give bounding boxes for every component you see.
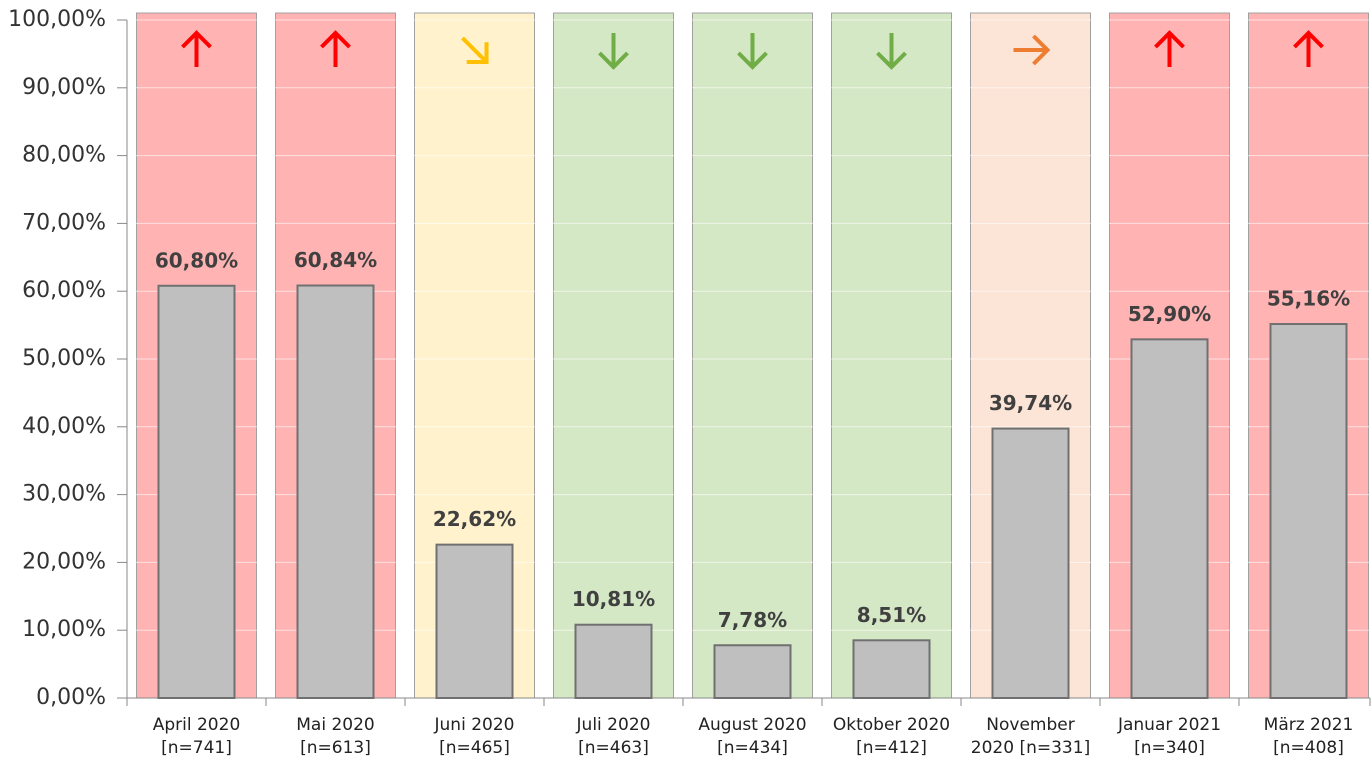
x-tick-label: [n=465] (439, 738, 510, 758)
x-tick-label: [n=613] (300, 738, 371, 758)
value-label: 39,74% (989, 391, 1072, 415)
trend-arrow (598, 33, 629, 70)
x-tick-label: November (986, 715, 1074, 735)
trend-arrow (737, 33, 768, 70)
y-tick-label: 80,00% (22, 143, 106, 168)
value-label: 7,78% (718, 608, 787, 632)
y-tick-label: 70,00% (22, 210, 106, 235)
x-tick-label: 2020 [n=331] (971, 738, 1090, 758)
bar (296, 284, 375, 699)
y-tick-label: 60,00% (22, 278, 106, 303)
bar (852, 639, 931, 699)
x-tick-label: April 2020 (153, 715, 241, 735)
trend-arrow (181, 30, 212, 67)
y-tick-label: 40,00% (22, 414, 106, 439)
y-tick-label: 50,00% (22, 346, 106, 371)
bar (1269, 323, 1348, 699)
x-tick-label: [n=412] (856, 738, 927, 758)
y-tick-label: 20,00% (22, 549, 106, 574)
x-tick-label: [n=434] (717, 738, 788, 758)
y-tick-label: 100,00% (8, 7, 106, 32)
trend-arrow (876, 33, 907, 70)
x-tick-label: [n=741] (161, 738, 232, 758)
bar (157, 284, 236, 699)
x-tick-label: Juli 2020 (576, 715, 651, 735)
bar (991, 427, 1070, 699)
trend-arrow (1293, 30, 1324, 67)
band (414, 12, 535, 699)
value-label: 60,84% (294, 248, 377, 272)
x-tick-label: [n=463] (578, 738, 649, 758)
x-tick-label: März 2021 (1264, 715, 1354, 735)
x-tick-label: Juni 2020 (434, 715, 515, 735)
band (553, 12, 674, 699)
band (692, 12, 813, 699)
y-tick-label: 30,00% (22, 482, 106, 507)
x-tick-label: Oktober 2020 (833, 715, 950, 735)
y-tick-label: 10,00% (22, 617, 106, 642)
value-label: 8,51% (857, 603, 926, 627)
bar (574, 623, 653, 699)
y-tick-label: 0,00% (36, 685, 106, 710)
band (831, 12, 952, 699)
value-label: 60,80% (155, 248, 238, 272)
x-tick-label: Mai 2020 (296, 715, 374, 735)
value-label: 52,90% (1128, 302, 1211, 326)
x-tick-label: [n=408] (1273, 738, 1344, 758)
bar (713, 644, 792, 699)
x-tick-label: Januar 2021 (1117, 715, 1221, 735)
y-tick-label: 90,00% (22, 75, 106, 100)
trend-arrow (1154, 30, 1185, 67)
x-tick-label: August 2020 (698, 715, 806, 735)
value-label: 22,62% (433, 507, 516, 531)
trend-arrow (320, 30, 351, 67)
bar (1130, 338, 1209, 699)
bar (435, 543, 514, 700)
value-label: 10,81% (572, 587, 655, 611)
value-label: 55,16% (1267, 287, 1350, 311)
trend-arrow (461, 36, 489, 65)
x-tick-label: [n=340] (1134, 738, 1205, 758)
trend-arrow (1013, 34, 1051, 66)
